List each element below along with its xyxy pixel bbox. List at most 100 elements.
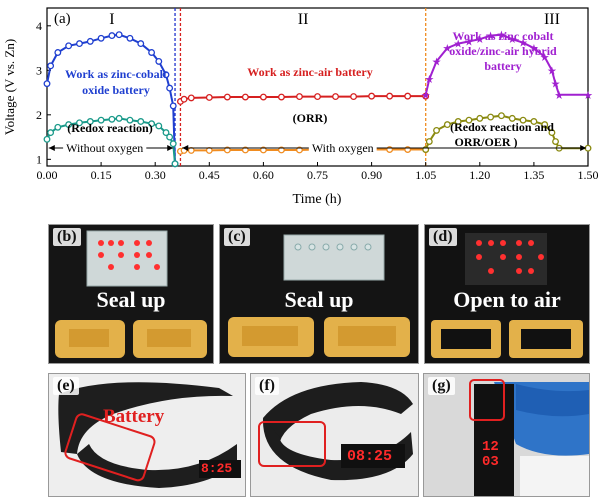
- series-point: [97, 116, 105, 124]
- series-point: [76, 40, 83, 48]
- annotation-zinc-air: Work as zinc-air battery: [247, 65, 372, 79]
- series-point: [241, 93, 249, 101]
- series-point: [223, 146, 231, 154]
- series-point: [205, 94, 213, 101]
- series-point: ★: [442, 43, 452, 55]
- region-label: III: [544, 11, 560, 28]
- x-tick-label: 0.90: [361, 168, 382, 182]
- caption-d: Open to air: [453, 287, 561, 312]
- annotation-redox-orr-line1: (Redox reaction and: [450, 120, 554, 134]
- series-point: [180, 95, 188, 103]
- series-point: [223, 93, 231, 101]
- series-point: [97, 34, 105, 42]
- voltage-time-chart: 0.00 0.15 0.30 0.45 0.60 0.75 0.90 1.05 1.20 1.35…: [2, 7, 599, 207]
- series-point: [171, 160, 179, 168]
- region-label: II: [298, 11, 309, 28]
- series-point: ★: [424, 74, 434, 86]
- y-tick-label: 4: [36, 19, 42, 33]
- panel-label-d: (d): [429, 228, 457, 246]
- x-tick-label: 1.05: [415, 168, 436, 182]
- series-point: [43, 135, 51, 143]
- series-point: [65, 121, 73, 129]
- bracelet-photo-f: [251, 374, 418, 496]
- watch-display-f: 08:25: [347, 448, 393, 465]
- annotation-zinc-cobalt-line2: oxide battery: [82, 83, 150, 97]
- watch-display-e: 8:25: [201, 461, 233, 476]
- series-point: [43, 80, 51, 88]
- bracelet-photo-e: [49, 374, 245, 496]
- watch-display-g-bottom: 03: [482, 454, 499, 470]
- series-point: [350, 93, 358, 101]
- series-point: [548, 129, 556, 137]
- series-point: [277, 93, 285, 101]
- series-point: [166, 133, 174, 141]
- x-tick-label: 0.15: [91, 168, 112, 182]
- series-point: [47, 129, 55, 137]
- photo-panel-e: (e) Battery 8:25: [48, 373, 246, 497]
- series-point: [497, 112, 505, 120]
- y-tick-label: 1: [36, 152, 42, 166]
- series-point: [126, 116, 134, 124]
- y-tick-label: 2: [36, 108, 42, 122]
- x-tick-label: 1.50: [578, 168, 599, 182]
- series-point: [433, 126, 440, 134]
- series-point: [148, 49, 156, 56]
- series-point: [314, 93, 321, 101]
- annotation-redox-orr-line2: ORR/OER ): [455, 135, 518, 149]
- series-point: [155, 122, 163, 130]
- y-tick-label: 3: [36, 63, 42, 77]
- x-tick-label: 0.00: [37, 168, 58, 182]
- photo-panel-g: (g) 12 03: [423, 373, 590, 497]
- annotation-without-oxygen: Without oxygen: [66, 141, 143, 155]
- series-point: [54, 123, 62, 131]
- x-tick-label: 0.45: [199, 168, 220, 182]
- series-point: [115, 31, 123, 39]
- series-point: [332, 93, 339, 101]
- panel-label-a: (a): [54, 11, 71, 27]
- region-label: I: [109, 11, 114, 28]
- series-point: [166, 84, 174, 92]
- series-point: [487, 113, 495, 121]
- series-point: [137, 118, 145, 125]
- series-point: [386, 92, 394, 100]
- series-point: [47, 62, 55, 70]
- annotation-orr: (ORR): [293, 111, 328, 125]
- series-point: [169, 102, 177, 110]
- series-line-3: [180, 148, 426, 153]
- series-point: [169, 140, 177, 148]
- x-axis-label: Time (h): [293, 192, 342, 207]
- series-point: ★: [497, 30, 507, 42]
- series-point: ★: [551, 79, 561, 91]
- photo-panel-d: (d) Open to air: [424, 224, 590, 364]
- series-point: [508, 114, 516, 122]
- series-point: [148, 120, 156, 128]
- series-point: ★: [583, 90, 593, 102]
- series-point: [108, 32, 116, 40]
- panel-label-b: (b): [53, 228, 81, 246]
- series-point: ★: [464, 36, 474, 48]
- panel-label-g: (g): [428, 377, 455, 395]
- annotation-with-oxygen: With oxygen: [312, 141, 374, 155]
- annotation-hybrid-line3: battery: [484, 59, 521, 73]
- series-point: [115, 114, 123, 122]
- label-background: [308, 141, 377, 155]
- series-point: [443, 121, 451, 129]
- series-point: [476, 114, 484, 122]
- series-point: [108, 115, 116, 123]
- annotation-redox: (Redox reaction): [67, 121, 152, 135]
- series-point: ★: [475, 34, 485, 46]
- label-background: [63, 141, 147, 155]
- series-point: [155, 57, 163, 65]
- series-point: [259, 93, 267, 101]
- series-point: [404, 92, 412, 100]
- panel-label-c: (c): [224, 228, 250, 246]
- series-point: [296, 146, 303, 154]
- series-point: [259, 146, 267, 154]
- series-point: [465, 116, 473, 124]
- photo-panel-c: (c) Seal up: [219, 224, 419, 364]
- watch-display-g-top: 12: [482, 439, 499, 455]
- led-board-photo-c: [220, 225, 418, 363]
- series-point: [552, 138, 559, 145]
- panel-label-f: (f): [255, 377, 279, 395]
- series-point: ★: [547, 65, 557, 77]
